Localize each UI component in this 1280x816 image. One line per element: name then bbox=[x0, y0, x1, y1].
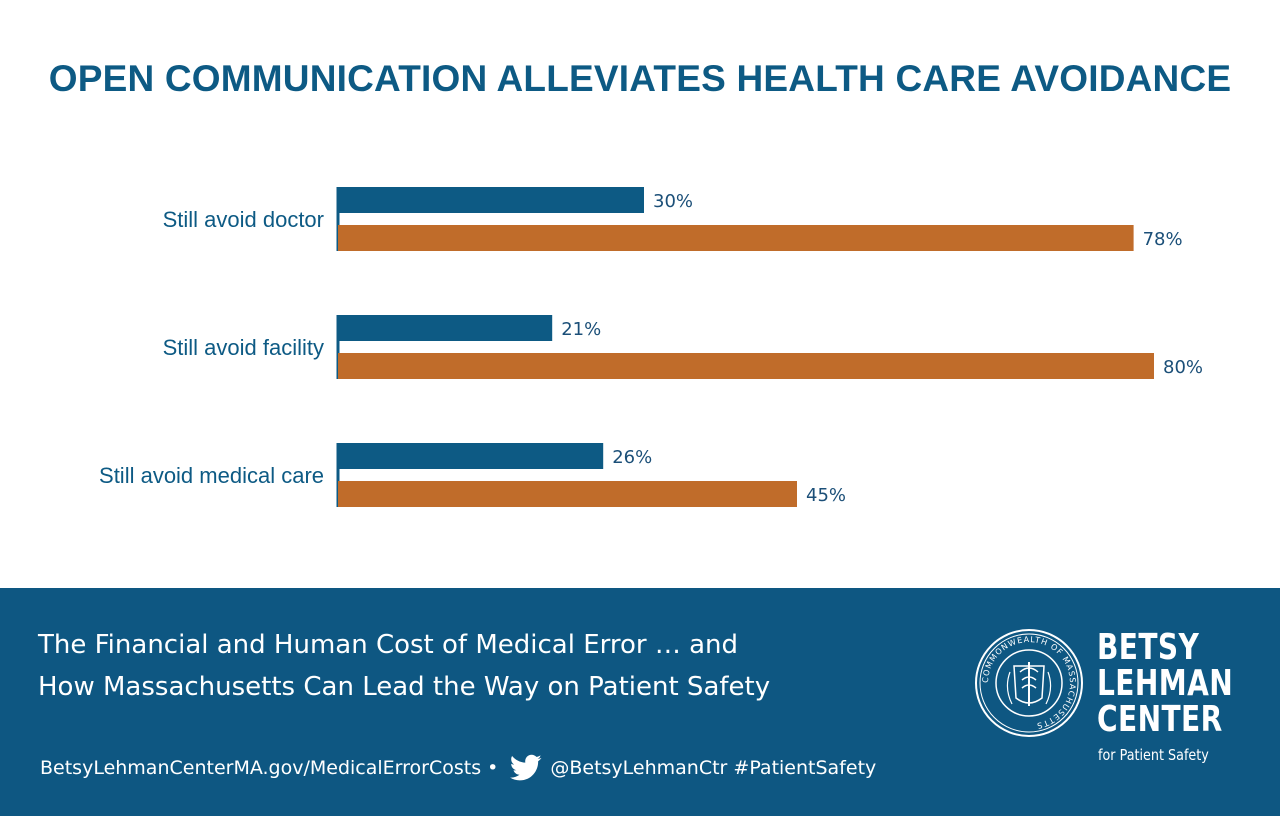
data-label: 45% bbox=[806, 485, 846, 506]
brand-line-1: BETSY bbox=[1097, 627, 1200, 668]
bar bbox=[338, 225, 1134, 251]
data-label: 80% bbox=[1163, 357, 1203, 378]
chart-title: OPEN COMMUNICATION ALLEVIATES HEALTH CAR… bbox=[48, 58, 1232, 99]
bar bbox=[338, 315, 553, 341]
bar bbox=[338, 353, 1154, 379]
category-label: Still avoid doctor bbox=[163, 207, 324, 232]
bar bbox=[338, 443, 604, 469]
massachusetts-seal-icon: COMMONWEALTH OF MASSACHUSETTS bbox=[975, 629, 1083, 737]
brand-logo-text: BETSY LEHMAN CENTER bbox=[1097, 630, 1233, 738]
report-title-line-1: The Financial and Human Cost of Medical … bbox=[38, 630, 739, 660]
social-handle[interactable]: @BetsyLehmanCtr #PatientSafety bbox=[550, 757, 877, 779]
category-label: Still avoid facility bbox=[163, 335, 324, 360]
bar bbox=[338, 187, 644, 213]
data-label: 21% bbox=[561, 319, 601, 340]
footer-banner: The Financial and Human Cost of Medical … bbox=[0, 588, 1280, 816]
website-link[interactable]: BetsyLehmanCenterMA.gov/MedicalErrorCost… bbox=[40, 757, 482, 779]
report-title-line-2: How Massachusetts Can Lead the Way on Pa… bbox=[38, 672, 771, 702]
brand-line-3: CENTER bbox=[1097, 699, 1223, 740]
brand-line-2: LEHMAN bbox=[1097, 663, 1234, 704]
separator: • bbox=[487, 757, 499, 779]
category-label: Still avoid medical care bbox=[99, 463, 324, 488]
footer-links: BetsyLehmanCenterMA.gov/MedicalErrorCost… bbox=[40, 754, 876, 782]
bar bbox=[338, 481, 797, 507]
data-label: 26% bbox=[612, 447, 652, 468]
twitter-bird-icon[interactable] bbox=[510, 754, 542, 782]
data-label: 30% bbox=[653, 191, 693, 212]
data-label: 78% bbox=[1143, 229, 1183, 250]
brand-tagline: for Patient Safety bbox=[1098, 746, 1209, 764]
bar-chart: Still avoid doctor 30% 78% Still avoid faci… bbox=[99, 187, 1203, 507]
